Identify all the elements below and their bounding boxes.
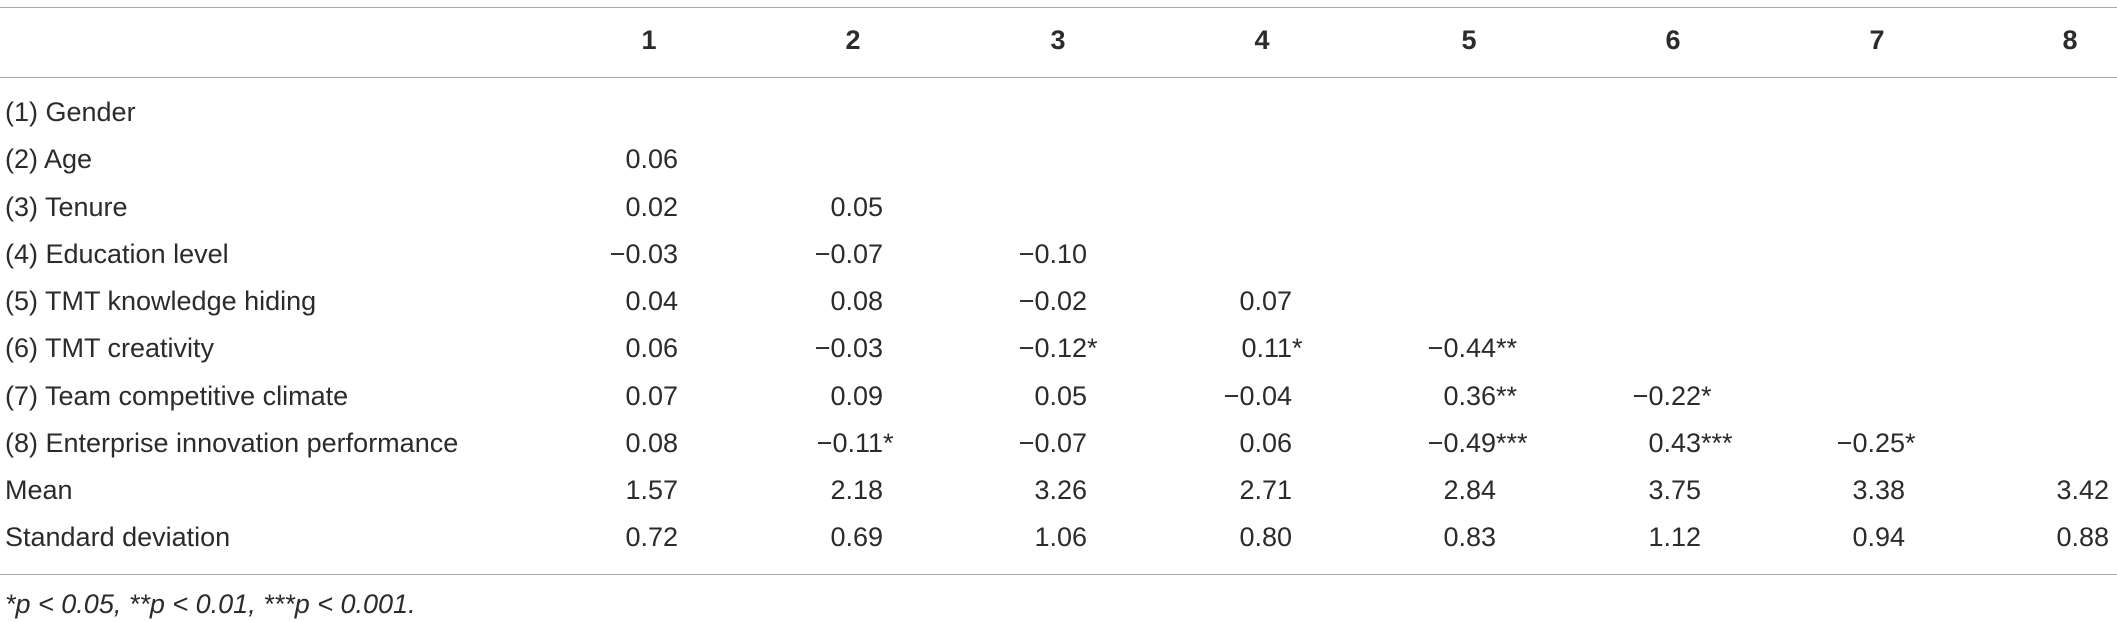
row-label: (1) Gender bbox=[5, 97, 136, 127]
rule-header bbox=[0, 77, 2117, 78]
significance-mark: *** bbox=[1496, 427, 1528, 458]
column-header: 5 bbox=[1461, 25, 1477, 55]
cell: −0.11 * bbox=[816, 427, 894, 458]
cell: 3.26 bbox=[1034, 475, 1087, 505]
cell: 2.84 bbox=[1443, 475, 1496, 505]
cell: 0.07 bbox=[1239, 286, 1292, 316]
cell: 1.57 bbox=[625, 475, 678, 505]
cell: −0.04 bbox=[1223, 380, 1292, 411]
cell: 0.07 bbox=[625, 380, 678, 411]
cell: −0.49 *** bbox=[1427, 427, 1528, 458]
cell: 0.43 *** bbox=[1648, 427, 1733, 458]
cell: 0.80 bbox=[1239, 522, 1292, 553]
cell: 0.06 bbox=[625, 333, 678, 364]
column-header: 7 bbox=[1869, 25, 1885, 55]
row-label: (8) Enterprise innovation performance bbox=[5, 427, 459, 458]
cell: 0.72 bbox=[625, 522, 678, 553]
cell: 0.06 bbox=[1239, 427, 1292, 458]
cell: 0.06 bbox=[625, 144, 678, 175]
cell: 0.94 bbox=[1852, 522, 1905, 553]
column-header: 2 bbox=[845, 25, 861, 55]
rule-top bbox=[0, 7, 2117, 8]
cell: 0.36 ** bbox=[1443, 380, 1518, 411]
cell: 3.38 bbox=[1852, 475, 1905, 505]
cell: 3.75 bbox=[1648, 475, 1701, 505]
row-label: (5) TMT knowledge hiding bbox=[5, 286, 317, 316]
significance-mark: * bbox=[883, 427, 894, 458]
cell: 0.05 bbox=[1034, 380, 1087, 411]
cell: −0.44 ** bbox=[1427, 333, 1518, 364]
cell: 2.18 bbox=[830, 475, 883, 505]
cell: −0.03 bbox=[814, 333, 883, 364]
row-label: (3) Tenure bbox=[5, 191, 128, 222]
rule-bottom bbox=[0, 574, 2117, 575]
cell: 1.06 bbox=[1034, 522, 1087, 553]
cell: 0.02 bbox=[625, 191, 678, 222]
cell: −0.22 * bbox=[1632, 380, 1712, 411]
cell: 0.88 bbox=[2056, 522, 2109, 553]
significance-mark: * bbox=[1087, 333, 1098, 364]
cell: 0.08 bbox=[625, 427, 678, 458]
cell: 0.83 bbox=[1443, 522, 1496, 553]
cell: 2.71 bbox=[1239, 475, 1292, 505]
significance-mark: ** bbox=[1496, 333, 1518, 364]
cell: −0.12 * bbox=[1018, 333, 1098, 364]
row-label: Mean bbox=[5, 475, 73, 505]
footnote: *p < 0.05, **p < 0.01, ***p < 0.001. bbox=[5, 589, 416, 619]
row-label: (4) Education level bbox=[5, 238, 229, 269]
column-header: 8 bbox=[2062, 25, 2078, 55]
cell: 0.04 bbox=[625, 286, 678, 316]
significance-mark: ** bbox=[1496, 380, 1518, 411]
cell: −0.02 bbox=[1018, 286, 1087, 316]
cell: 3.42 bbox=[2056, 475, 2109, 505]
significance-mark: * bbox=[1905, 427, 1916, 458]
cell: 0.05 bbox=[830, 191, 883, 222]
cell: −0.03 bbox=[609, 238, 678, 269]
cell: −0.07 bbox=[814, 238, 883, 269]
column-header: 1 bbox=[641, 25, 657, 55]
cell: 0.69 bbox=[830, 522, 883, 553]
column-header: 3 bbox=[1050, 25, 1066, 55]
cell: −0.25 * bbox=[1836, 427, 1916, 458]
cell: 1.12 bbox=[1648, 522, 1701, 553]
cell: 0.08 bbox=[830, 286, 883, 316]
significance-mark: * bbox=[1292, 333, 1303, 364]
row-label: Standard deviation bbox=[5, 522, 231, 553]
cell: 0.09 bbox=[830, 380, 883, 411]
significance-mark: * bbox=[1701, 380, 1712, 411]
column-header: 6 bbox=[1665, 25, 1681, 55]
cell: −0.07 bbox=[1018, 427, 1087, 458]
cell: 0.11 * bbox=[1241, 333, 1303, 364]
significance-mark: *** bbox=[1701, 427, 1733, 458]
row-label: (2) Age bbox=[5, 144, 93, 175]
row-label: (7) Team competitive climate bbox=[5, 380, 349, 411]
row-label: (6) TMT creativity bbox=[5, 333, 215, 364]
cell: −0.10 bbox=[1018, 238, 1087, 269]
column-header: 4 bbox=[1254, 25, 1270, 55]
